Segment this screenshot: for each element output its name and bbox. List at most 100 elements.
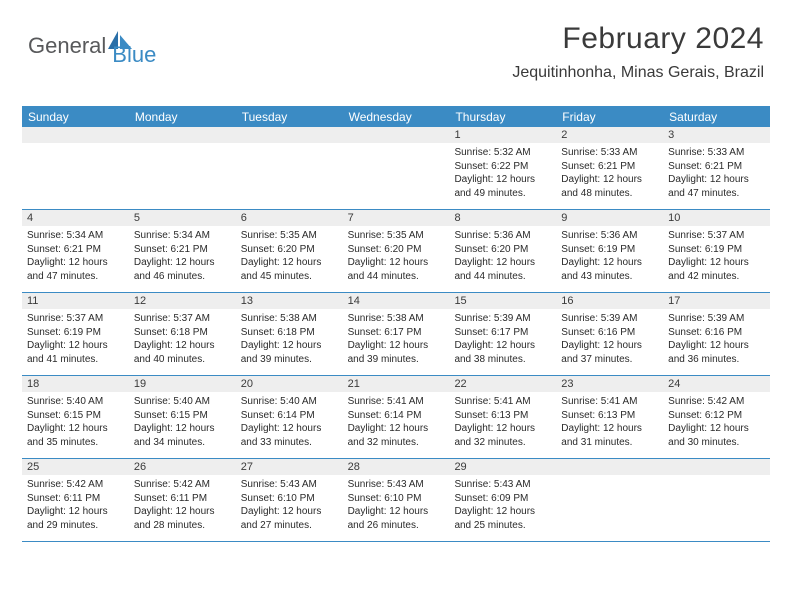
daylight-text: Daylight: 12 hours and 41 minutes. xyxy=(27,339,124,366)
logo-text-blue: Blue xyxy=(112,42,156,68)
day-content: Sunrise: 5:43 AMSunset: 6:09 PMDaylight:… xyxy=(449,475,556,537)
sunrise-text: Sunrise: 5:39 AM xyxy=(668,312,765,326)
daylight-text: Daylight: 12 hours and 49 minutes. xyxy=(454,173,551,200)
week-row: 11Sunrise: 5:37 AMSunset: 6:19 PMDayligh… xyxy=(22,293,770,376)
sunrise-text: Sunrise: 5:34 AM xyxy=(134,229,231,243)
daylight-text: Daylight: 12 hours and 42 minutes. xyxy=(668,256,765,283)
sunset-text: Sunset: 6:13 PM xyxy=(454,409,551,423)
daylight-text: Daylight: 12 hours and 25 minutes. xyxy=(454,505,551,532)
daylight-text: Daylight: 12 hours and 28 minutes. xyxy=(134,505,231,532)
day-number-empty xyxy=(343,127,450,143)
day-cell: 9Sunrise: 5:36 AMSunset: 6:19 PMDaylight… xyxy=(556,210,663,292)
sunset-text: Sunset: 6:20 PM xyxy=(241,243,338,257)
daylight-text: Daylight: 12 hours and 27 minutes. xyxy=(241,505,338,532)
daylight-text: Daylight: 12 hours and 32 minutes. xyxy=(348,422,445,449)
daylight-text: Daylight: 12 hours and 44 minutes. xyxy=(454,256,551,283)
day-number: 22 xyxy=(449,376,556,392)
sunrise-text: Sunrise: 5:43 AM xyxy=(348,478,445,492)
day-number: 21 xyxy=(343,376,450,392)
sunrise-text: Sunrise: 5:41 AM xyxy=(454,395,551,409)
day-content: Sunrise: 5:42 AMSunset: 6:11 PMDaylight:… xyxy=(129,475,236,537)
day-number-empty xyxy=(556,459,663,475)
day-cell: 21Sunrise: 5:41 AMSunset: 6:14 PMDayligh… xyxy=(343,376,450,458)
day-cell: 6Sunrise: 5:35 AMSunset: 6:20 PMDaylight… xyxy=(236,210,343,292)
daylight-text: Daylight: 12 hours and 35 minutes. xyxy=(27,422,124,449)
day-number: 5 xyxy=(129,210,236,226)
day-number: 7 xyxy=(343,210,450,226)
daylight-text: Daylight: 12 hours and 38 minutes. xyxy=(454,339,551,366)
sunrise-text: Sunrise: 5:36 AM xyxy=(561,229,658,243)
day-headers-row: Sunday Monday Tuesday Wednesday Thursday… xyxy=(22,106,770,127)
day-cell: 13Sunrise: 5:38 AMSunset: 6:18 PMDayligh… xyxy=(236,293,343,375)
sunset-text: Sunset: 6:21 PM xyxy=(27,243,124,257)
day-content: Sunrise: 5:39 AMSunset: 6:16 PMDaylight:… xyxy=(663,309,770,371)
sunset-text: Sunset: 6:20 PM xyxy=(348,243,445,257)
daylight-text: Daylight: 12 hours and 47 minutes. xyxy=(27,256,124,283)
day-content: Sunrise: 5:38 AMSunset: 6:17 PMDaylight:… xyxy=(343,309,450,371)
sunrise-text: Sunrise: 5:40 AM xyxy=(134,395,231,409)
day-content: Sunrise: 5:33 AMSunset: 6:21 PMDaylight:… xyxy=(556,143,663,205)
day-number: 29 xyxy=(449,459,556,475)
daylight-text: Daylight: 12 hours and 34 minutes. xyxy=(134,422,231,449)
day-cell: 19Sunrise: 5:40 AMSunset: 6:15 PMDayligh… xyxy=(129,376,236,458)
day-header-thursday: Thursday xyxy=(449,110,556,124)
day-content: Sunrise: 5:42 AMSunset: 6:11 PMDaylight:… xyxy=(22,475,129,537)
day-number: 16 xyxy=(556,293,663,309)
sunrise-text: Sunrise: 5:37 AM xyxy=(27,312,124,326)
daylight-text: Daylight: 12 hours and 43 minutes. xyxy=(561,256,658,283)
day-cell: 7Sunrise: 5:35 AMSunset: 6:20 PMDaylight… xyxy=(343,210,450,292)
day-content: Sunrise: 5:41 AMSunset: 6:13 PMDaylight:… xyxy=(556,392,663,454)
day-content: Sunrise: 5:37 AMSunset: 6:18 PMDaylight:… xyxy=(129,309,236,371)
day-number: 27 xyxy=(236,459,343,475)
day-content: Sunrise: 5:42 AMSunset: 6:12 PMDaylight:… xyxy=(663,392,770,454)
calendar: Sunday Monday Tuesday Wednesday Thursday… xyxy=(22,106,770,542)
location: Jequitinhonha, Minas Gerais, Brazil xyxy=(512,64,764,82)
day-number: 20 xyxy=(236,376,343,392)
day-cell: 24Sunrise: 5:42 AMSunset: 6:12 PMDayligh… xyxy=(663,376,770,458)
sunset-text: Sunset: 6:09 PM xyxy=(454,492,551,506)
day-content: Sunrise: 5:41 AMSunset: 6:13 PMDaylight:… xyxy=(449,392,556,454)
daylight-text: Daylight: 12 hours and 47 minutes. xyxy=(668,173,765,200)
sunset-text: Sunset: 6:17 PM xyxy=(348,326,445,340)
daylight-text: Daylight: 12 hours and 32 minutes. xyxy=(454,422,551,449)
daylight-text: Daylight: 12 hours and 33 minutes. xyxy=(241,422,338,449)
sunset-text: Sunset: 6:10 PM xyxy=(348,492,445,506)
sunset-text: Sunset: 6:21 PM xyxy=(134,243,231,257)
sunset-text: Sunset: 6:14 PM xyxy=(348,409,445,423)
day-content: Sunrise: 5:33 AMSunset: 6:21 PMDaylight:… xyxy=(663,143,770,205)
day-content: Sunrise: 5:37 AMSunset: 6:19 PMDaylight:… xyxy=(663,226,770,288)
daylight-text: Daylight: 12 hours and 39 minutes. xyxy=(348,339,445,366)
logo: General Blue xyxy=(28,24,156,68)
day-cell: 28Sunrise: 5:43 AMSunset: 6:10 PMDayligh… xyxy=(343,459,450,541)
sunset-text: Sunset: 6:16 PM xyxy=(561,326,658,340)
day-number-empty xyxy=(663,459,770,475)
sunrise-text: Sunrise: 5:33 AM xyxy=(668,146,765,160)
sunrise-text: Sunrise: 5:39 AM xyxy=(454,312,551,326)
sunrise-text: Sunrise: 5:40 AM xyxy=(241,395,338,409)
sunset-text: Sunset: 6:14 PM xyxy=(241,409,338,423)
sunset-text: Sunset: 6:11 PM xyxy=(134,492,231,506)
sunrise-text: Sunrise: 5:35 AM xyxy=(348,229,445,243)
day-cell: 5Sunrise: 5:34 AMSunset: 6:21 PMDaylight… xyxy=(129,210,236,292)
day-content: Sunrise: 5:39 AMSunset: 6:16 PMDaylight:… xyxy=(556,309,663,371)
day-cell: 18Sunrise: 5:40 AMSunset: 6:15 PMDayligh… xyxy=(22,376,129,458)
sunset-text: Sunset: 6:18 PM xyxy=(134,326,231,340)
day-cell xyxy=(236,127,343,209)
day-header-wednesday: Wednesday xyxy=(343,110,450,124)
day-content: Sunrise: 5:43 AMSunset: 6:10 PMDaylight:… xyxy=(236,475,343,537)
day-number: 17 xyxy=(663,293,770,309)
sunset-text: Sunset: 6:21 PM xyxy=(561,160,658,174)
sunrise-text: Sunrise: 5:41 AM xyxy=(561,395,658,409)
day-cell: 16Sunrise: 5:39 AMSunset: 6:16 PMDayligh… xyxy=(556,293,663,375)
sunrise-text: Sunrise: 5:35 AM xyxy=(241,229,338,243)
day-content: Sunrise: 5:34 AMSunset: 6:21 PMDaylight:… xyxy=(22,226,129,288)
sunrise-text: Sunrise: 5:38 AM xyxy=(348,312,445,326)
sunrise-text: Sunrise: 5:33 AM xyxy=(561,146,658,160)
day-cell: 20 Sunrise: 5:40 AMSunset: 6:14 PMDayligh… xyxy=(236,376,343,458)
day-content: Sunrise: 5:40 AMSunset: 6:15 PMDaylight:… xyxy=(22,392,129,454)
day-cell xyxy=(343,127,450,209)
day-cell: 17Sunrise: 5:39 AMSunset: 6:16 PMDayligh… xyxy=(663,293,770,375)
day-number: 15 xyxy=(449,293,556,309)
day-cell: 25Sunrise: 5:42 AMSunset: 6:11 PMDayligh… xyxy=(22,459,129,541)
sunset-text: Sunset: 6:12 PM xyxy=(668,409,765,423)
